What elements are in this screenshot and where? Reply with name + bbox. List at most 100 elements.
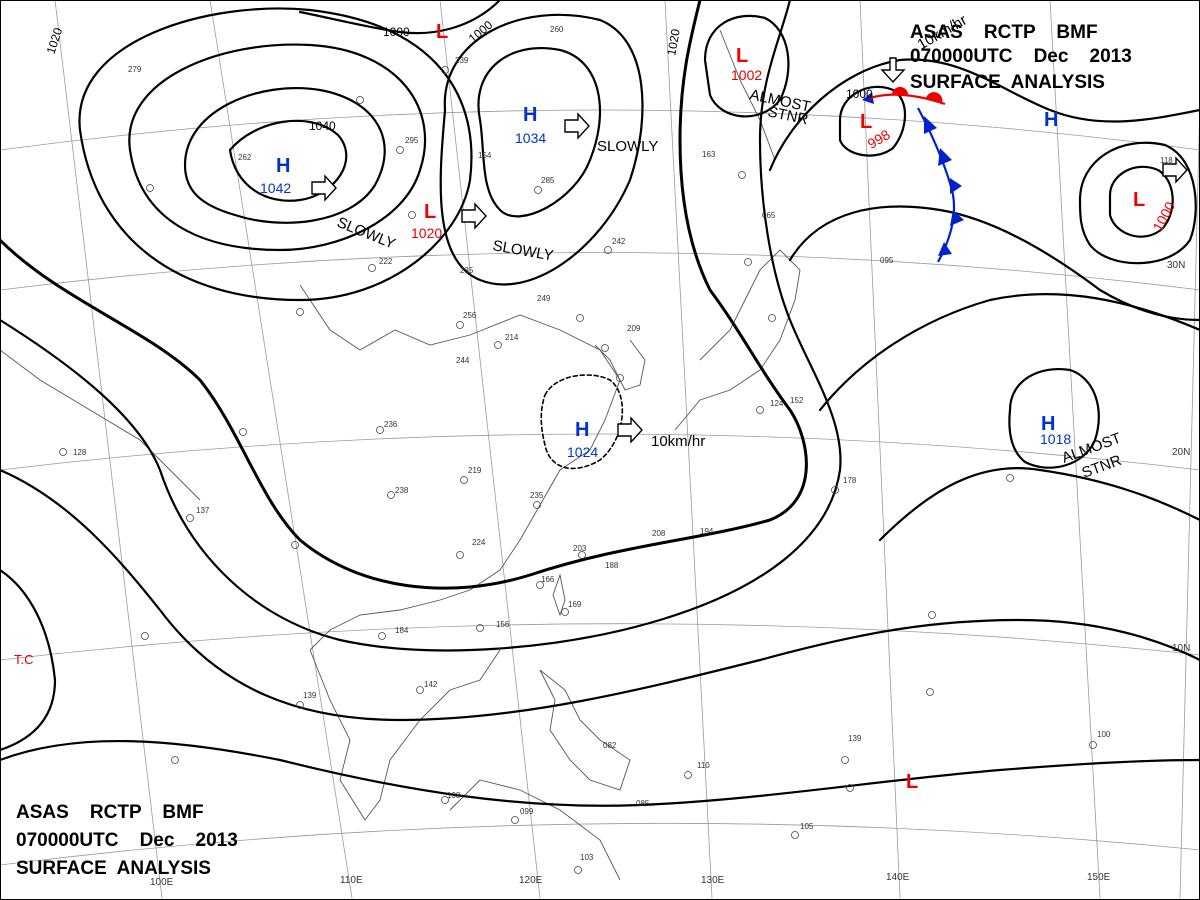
station-value: 108 [447, 791, 461, 800]
station-value: 209 [627, 324, 641, 333]
longitude-label: 120E [519, 875, 543, 886]
longitude-label: 140E [886, 872, 910, 883]
cold-front-triangle [924, 116, 937, 134]
cold-front-triangle [950, 178, 962, 194]
high-pressure-symbol: H [1044, 109, 1058, 131]
station-value: 224 [472, 538, 486, 547]
warm-front [869, 86, 946, 106]
low-pressure-value: 1002 [731, 67, 762, 83]
arrow-icon [617, 416, 643, 444]
cold-front-triangle [862, 92, 874, 104]
station-value: 137 [196, 506, 210, 515]
meridian-100e [54, 0, 163, 899]
low-pressure-value: 1020 [411, 225, 442, 241]
meridian-120e [439, 0, 541, 899]
station-value: 154 [478, 151, 492, 160]
header-line-3: SURFACE ANALYSIS [16, 858, 211, 879]
isobar-1016-east [878, 467, 1200, 542]
isobar-label: 1000 [846, 87, 873, 101]
isobar-1000-l-ne [1108, 165, 1174, 238]
high-pressure-value: 1018 [1040, 431, 1071, 447]
station-value: 295 [405, 136, 419, 145]
isobar-1024-h [540, 374, 624, 470]
low-pressure-symbol: L [860, 111, 872, 133]
station-value: 184 [395, 626, 409, 635]
station-value: 156 [496, 620, 510, 629]
station-value: 105 [800, 822, 814, 831]
coastlines [0, 29, 801, 881]
isobar-1040 [228, 119, 348, 202]
station-value: 194 [700, 527, 714, 536]
station-value: 235 [460, 266, 474, 275]
arrow-icon [311, 174, 337, 202]
station-value: 249 [537, 294, 551, 303]
isobar-1018-h [1008, 367, 1100, 469]
station-value: 100 [1097, 730, 1111, 739]
low-pressure-symbol: L [736, 45, 748, 67]
latitude-label: 20N [1172, 447, 1190, 458]
header-line-1: ASAS RCTP BMF [910, 22, 1098, 43]
high-pressure-symbol: H [523, 104, 537, 126]
coast-borneo [449, 779, 621, 881]
station-value: 163 [702, 150, 716, 159]
isobar-1012 [0, 468, 1200, 722]
cold-front [862, 92, 964, 263]
longitude-label: 150E [1087, 872, 1111, 883]
station-value: 124 [770, 399, 784, 408]
station-value: 103 [580, 853, 594, 862]
longitude-label: 110E [340, 875, 363, 886]
station-value: 139 [848, 734, 862, 743]
station-value: 235 [530, 491, 544, 500]
station-value: 139 [303, 691, 317, 700]
isobar-1008-ne [768, 58, 1200, 172]
station-value: 222 [379, 257, 393, 266]
arrow-icon [461, 202, 487, 230]
isobar-1036 [183, 86, 386, 224]
movement-label: SLOWLY [335, 214, 398, 253]
station-value: 236 [384, 420, 398, 429]
station-value: 285 [541, 176, 555, 185]
coast-japan [674, 249, 801, 431]
station-value: 099 [520, 807, 534, 816]
parallel-0 [0, 822, 1200, 866]
high-pressure-value: 1024 [567, 444, 598, 460]
station-value: 128 [73, 448, 87, 457]
header-line-3: SURFACE ANALYSIS [910, 72, 1105, 93]
station-value: 095 [880, 256, 894, 265]
station-value: 178 [843, 476, 857, 485]
coast-west-border [0, 349, 201, 501]
movement-label: SLOWLY [491, 237, 554, 264]
high-pressure-symbol: H [575, 419, 589, 441]
station-values: 256 249 236 219 238 235 224 214 209 244 … [73, 25, 1173, 862]
header-line-2: 070000UTC Dec 2013 [910, 46, 1132, 67]
station-value: 260 [550, 25, 564, 34]
parallel-10n [0, 623, 1200, 661]
header-line-2: 070000UTC Dec 2013 [16, 830, 238, 851]
isobar-1028-h1034 [439, 13, 644, 286]
movement-arrows [311, 57, 1188, 444]
header-top-right: ASAS RCTP BMF 070000UTC Dec 2013 SURFACE… [910, 22, 1132, 93]
isobar-1032-h1034 [477, 47, 602, 218]
station-value: 118 [1160, 156, 1173, 165]
low-pressure-symbol: L [436, 21, 448, 43]
high-pressure-symbol: H [276, 155, 290, 177]
isobar-label: 1020 [664, 28, 682, 57]
station-value: 203 [573, 544, 587, 553]
meridian-140e [859, 0, 901, 899]
movement-label: SLOWLY [597, 138, 658, 155]
arrow-icon [1162, 156, 1188, 184]
coast-philippines [539, 669, 631, 791]
isobar-label: 1040 [309, 119, 336, 133]
parallel-20n [0, 433, 1200, 471]
meridian-130e [664, 0, 713, 899]
arrow-icon [880, 57, 906, 84]
isobar-1020-main [0, 0, 808, 590]
station-value: 239 [455, 56, 469, 65]
cold-front-triangle [950, 210, 964, 226]
station-value: 242 [612, 237, 626, 246]
isobar-998-l [838, 85, 907, 157]
station-value: 208 [652, 529, 666, 538]
isobar-1020-west [0, 568, 57, 752]
coast-korea [594, 339, 646, 391]
